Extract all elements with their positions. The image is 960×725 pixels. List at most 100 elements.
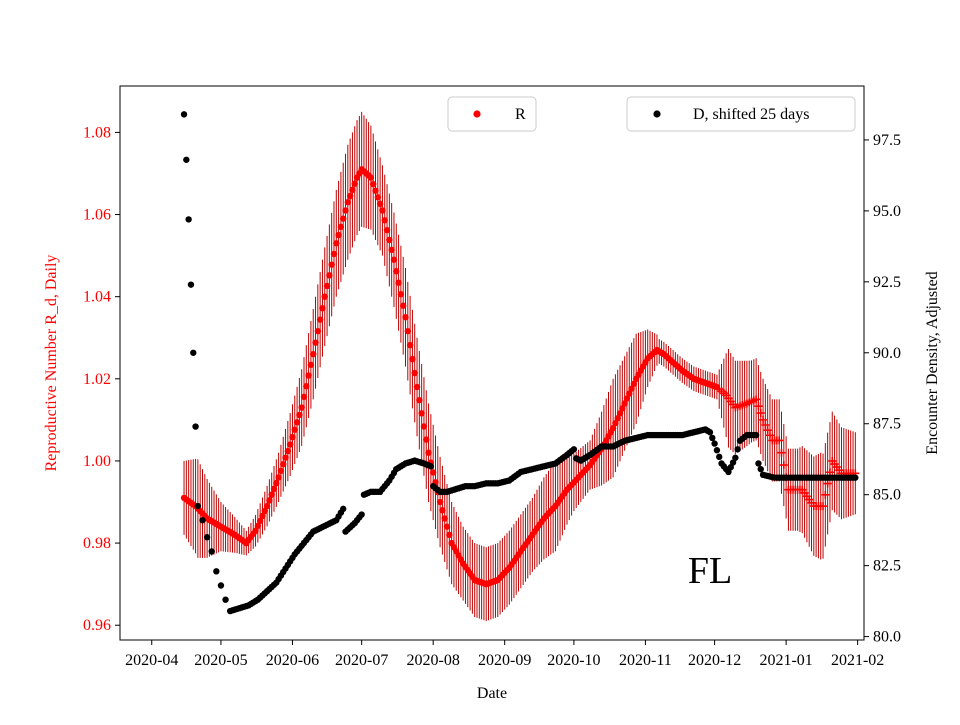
d-point (729, 459, 737, 466)
r-point (280, 461, 287, 468)
r-point (270, 485, 278, 493)
r-point (296, 411, 303, 419)
r-point (256, 517, 264, 525)
x-axis-label: Date (477, 685, 507, 702)
r-point (756, 409, 765, 418)
left-y-tick-label: 0.98 (83, 535, 111, 552)
d-point (217, 582, 225, 589)
r-point (395, 279, 402, 286)
r-point (266, 497, 273, 504)
x-axis-ticks: 2020-04 2020-05 2020-06 2020-07 2020-08 2020-… (125, 640, 884, 669)
plot-frame (119, 85, 865, 641)
d-point (713, 447, 721, 454)
d-point (222, 596, 229, 603)
r-point (399, 302, 407, 309)
r-point (303, 383, 310, 390)
r-point (821, 490, 830, 499)
r-point (291, 426, 298, 433)
r-point (404, 327, 412, 335)
x-tick-label: 2021-02 (831, 652, 884, 669)
r-point (273, 479, 280, 487)
r-point (252, 527, 259, 534)
r-point (305, 372, 312, 379)
r-point (284, 447, 292, 455)
r-point (612, 419, 619, 427)
r-point (754, 402, 763, 411)
left-y-axis-ticks: 0.96 0.98 1.00 1.02 1.04 1.06 1.08 (83, 124, 120, 634)
r-point (314, 327, 322, 335)
r-point (761, 421, 770, 430)
d-point (203, 534, 211, 541)
r-point (340, 215, 347, 222)
r-point (286, 441, 294, 448)
r-point (411, 369, 418, 377)
r-point (300, 393, 308, 401)
r-point (425, 449, 432, 456)
legend-d-label: D, shifted 25 days (693, 106, 809, 123)
right-y-tick-label: 85.0 (873, 487, 901, 504)
r-point (379, 207, 386, 214)
d-point (183, 156, 190, 163)
r-point (326, 272, 333, 279)
r-point (402, 314, 409, 321)
r-point (310, 350, 317, 358)
d-point (727, 464, 734, 471)
r-point (293, 419, 301, 426)
r-point (289, 433, 296, 441)
left-y-tick-label: 0.96 (83, 617, 111, 634)
d-point (732, 454, 739, 461)
d-point (752, 431, 760, 439)
d-point (213, 568, 220, 575)
right-y-axis-label: Encounter Density, Adjusted (924, 271, 941, 454)
r-point (307, 361, 315, 369)
r-point (316, 316, 324, 323)
d-point (706, 429, 714, 436)
r-point (254, 522, 262, 530)
r-point (763, 426, 772, 435)
r-point (376, 200, 384, 208)
left-y-axis-label: Reproductive Number R_d, Daily (43, 255, 60, 472)
d-point (852, 474, 859, 481)
legend-r: R (447, 96, 537, 132)
r-point (335, 231, 342, 239)
right-y-axis-ticks: 80.0 82.5 85.0 87.5 90.0 92.5 95.0 97.5 (864, 132, 901, 646)
x-tick-label: 2020-12 (688, 652, 741, 669)
r-point (367, 174, 375, 181)
r-error-bars (183, 111, 856, 622)
x-tick-label: 2021-01 (759, 652, 812, 669)
d-point (185, 216, 192, 223)
r-point (439, 507, 446, 514)
x-tick-label: 2020-10 (547, 652, 600, 669)
d-point (180, 111, 188, 118)
x-tick-label: 2020-08 (407, 652, 460, 669)
r-point (413, 383, 421, 391)
r-point (765, 431, 774, 440)
x-tick-label: 2020-06 (266, 652, 319, 669)
right-y-tick-label: 92.5 (873, 274, 901, 291)
d-point (190, 349, 197, 356)
r-point (779, 461, 788, 470)
r-point (423, 436, 430, 443)
d-point (755, 460, 762, 467)
r-point (381, 217, 388, 224)
d-series-markers (180, 111, 859, 615)
r-point (386, 236, 393, 244)
r-point (446, 531, 453, 539)
r-point (626, 390, 633, 397)
r-point (397, 291, 405, 298)
right-y-tick-label: 87.5 (873, 416, 901, 433)
x-tick-label: 2020-09 (478, 652, 531, 669)
r-point (346, 192, 354, 200)
r-point (823, 479, 832, 488)
r-point (298, 404, 305, 411)
d-point (194, 502, 202, 510)
x-tick-label: 2020-11 (619, 652, 672, 669)
state-annotation: FL (688, 550, 732, 592)
r-point (369, 180, 377, 188)
d-point (570, 446, 578, 453)
r-point (263, 502, 271, 510)
r-point (416, 396, 423, 404)
d-point (208, 548, 215, 555)
r-point (282, 454, 289, 461)
